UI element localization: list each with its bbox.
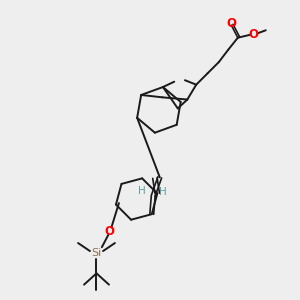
Text: H: H (159, 187, 166, 197)
Text: O: O (248, 28, 258, 40)
Text: Si: Si (92, 248, 102, 257)
Text: O: O (105, 225, 115, 238)
Text: O: O (226, 16, 236, 30)
Text: H: H (138, 186, 146, 196)
